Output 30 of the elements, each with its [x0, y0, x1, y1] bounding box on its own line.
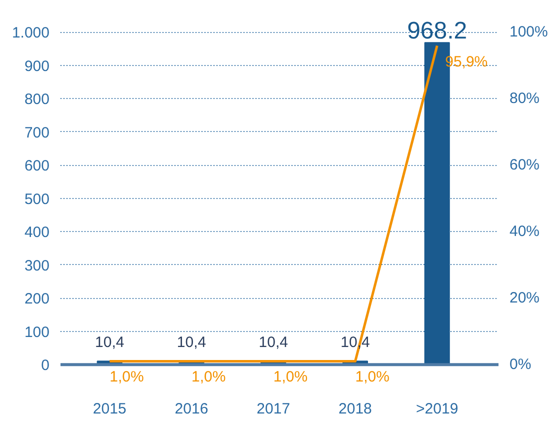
y-tick-label: 600	[24, 158, 50, 175]
y2-tick-label: 20%	[510, 290, 540, 307]
x-tick-label: 2016	[174, 400, 208, 418]
y-tick-label: 700	[24, 124, 50, 142]
data-label: 1,0%	[355, 368, 390, 386]
y-tick-label: 1.000	[12, 24, 50, 42]
y-tick-label: 100	[24, 324, 50, 341]
data-label: 1,0%	[273, 368, 308, 386]
y-tick-label: 900	[24, 58, 50, 75]
y-tick-label: 0	[41, 357, 50, 374]
data-label: 10,4	[258, 334, 288, 352]
data-label: 1,0%	[191, 368, 226, 386]
x-tick-label: 2018	[338, 400, 372, 418]
data-label: 1,0%	[110, 368, 144, 386]
y-tick-label: 400	[24, 224, 50, 242]
y2-tick-label: 80%	[510, 90, 540, 108]
y-tick-label: 300	[24, 257, 50, 274]
x-tick-label: >2019	[416, 400, 458, 418]
y2-tick-label: 0%	[510, 356, 532, 374]
data-label: 10,4	[95, 334, 124, 352]
x-tick-label: 2015	[92, 400, 126, 418]
y-tick-label: 200	[24, 290, 50, 308]
y-tick-label: 500	[24, 190, 50, 208]
y2-tick-label: 60%	[510, 156, 540, 174]
y2-tick-label: 40%	[510, 223, 540, 240]
y2-tick-label: 100%	[510, 24, 548, 41]
data-label: 10,4	[176, 334, 206, 352]
y-tick-label: 800	[24, 91, 50, 108]
x-tick-label: 2017	[256, 400, 290, 418]
data-label: 968.2	[407, 18, 468, 45]
